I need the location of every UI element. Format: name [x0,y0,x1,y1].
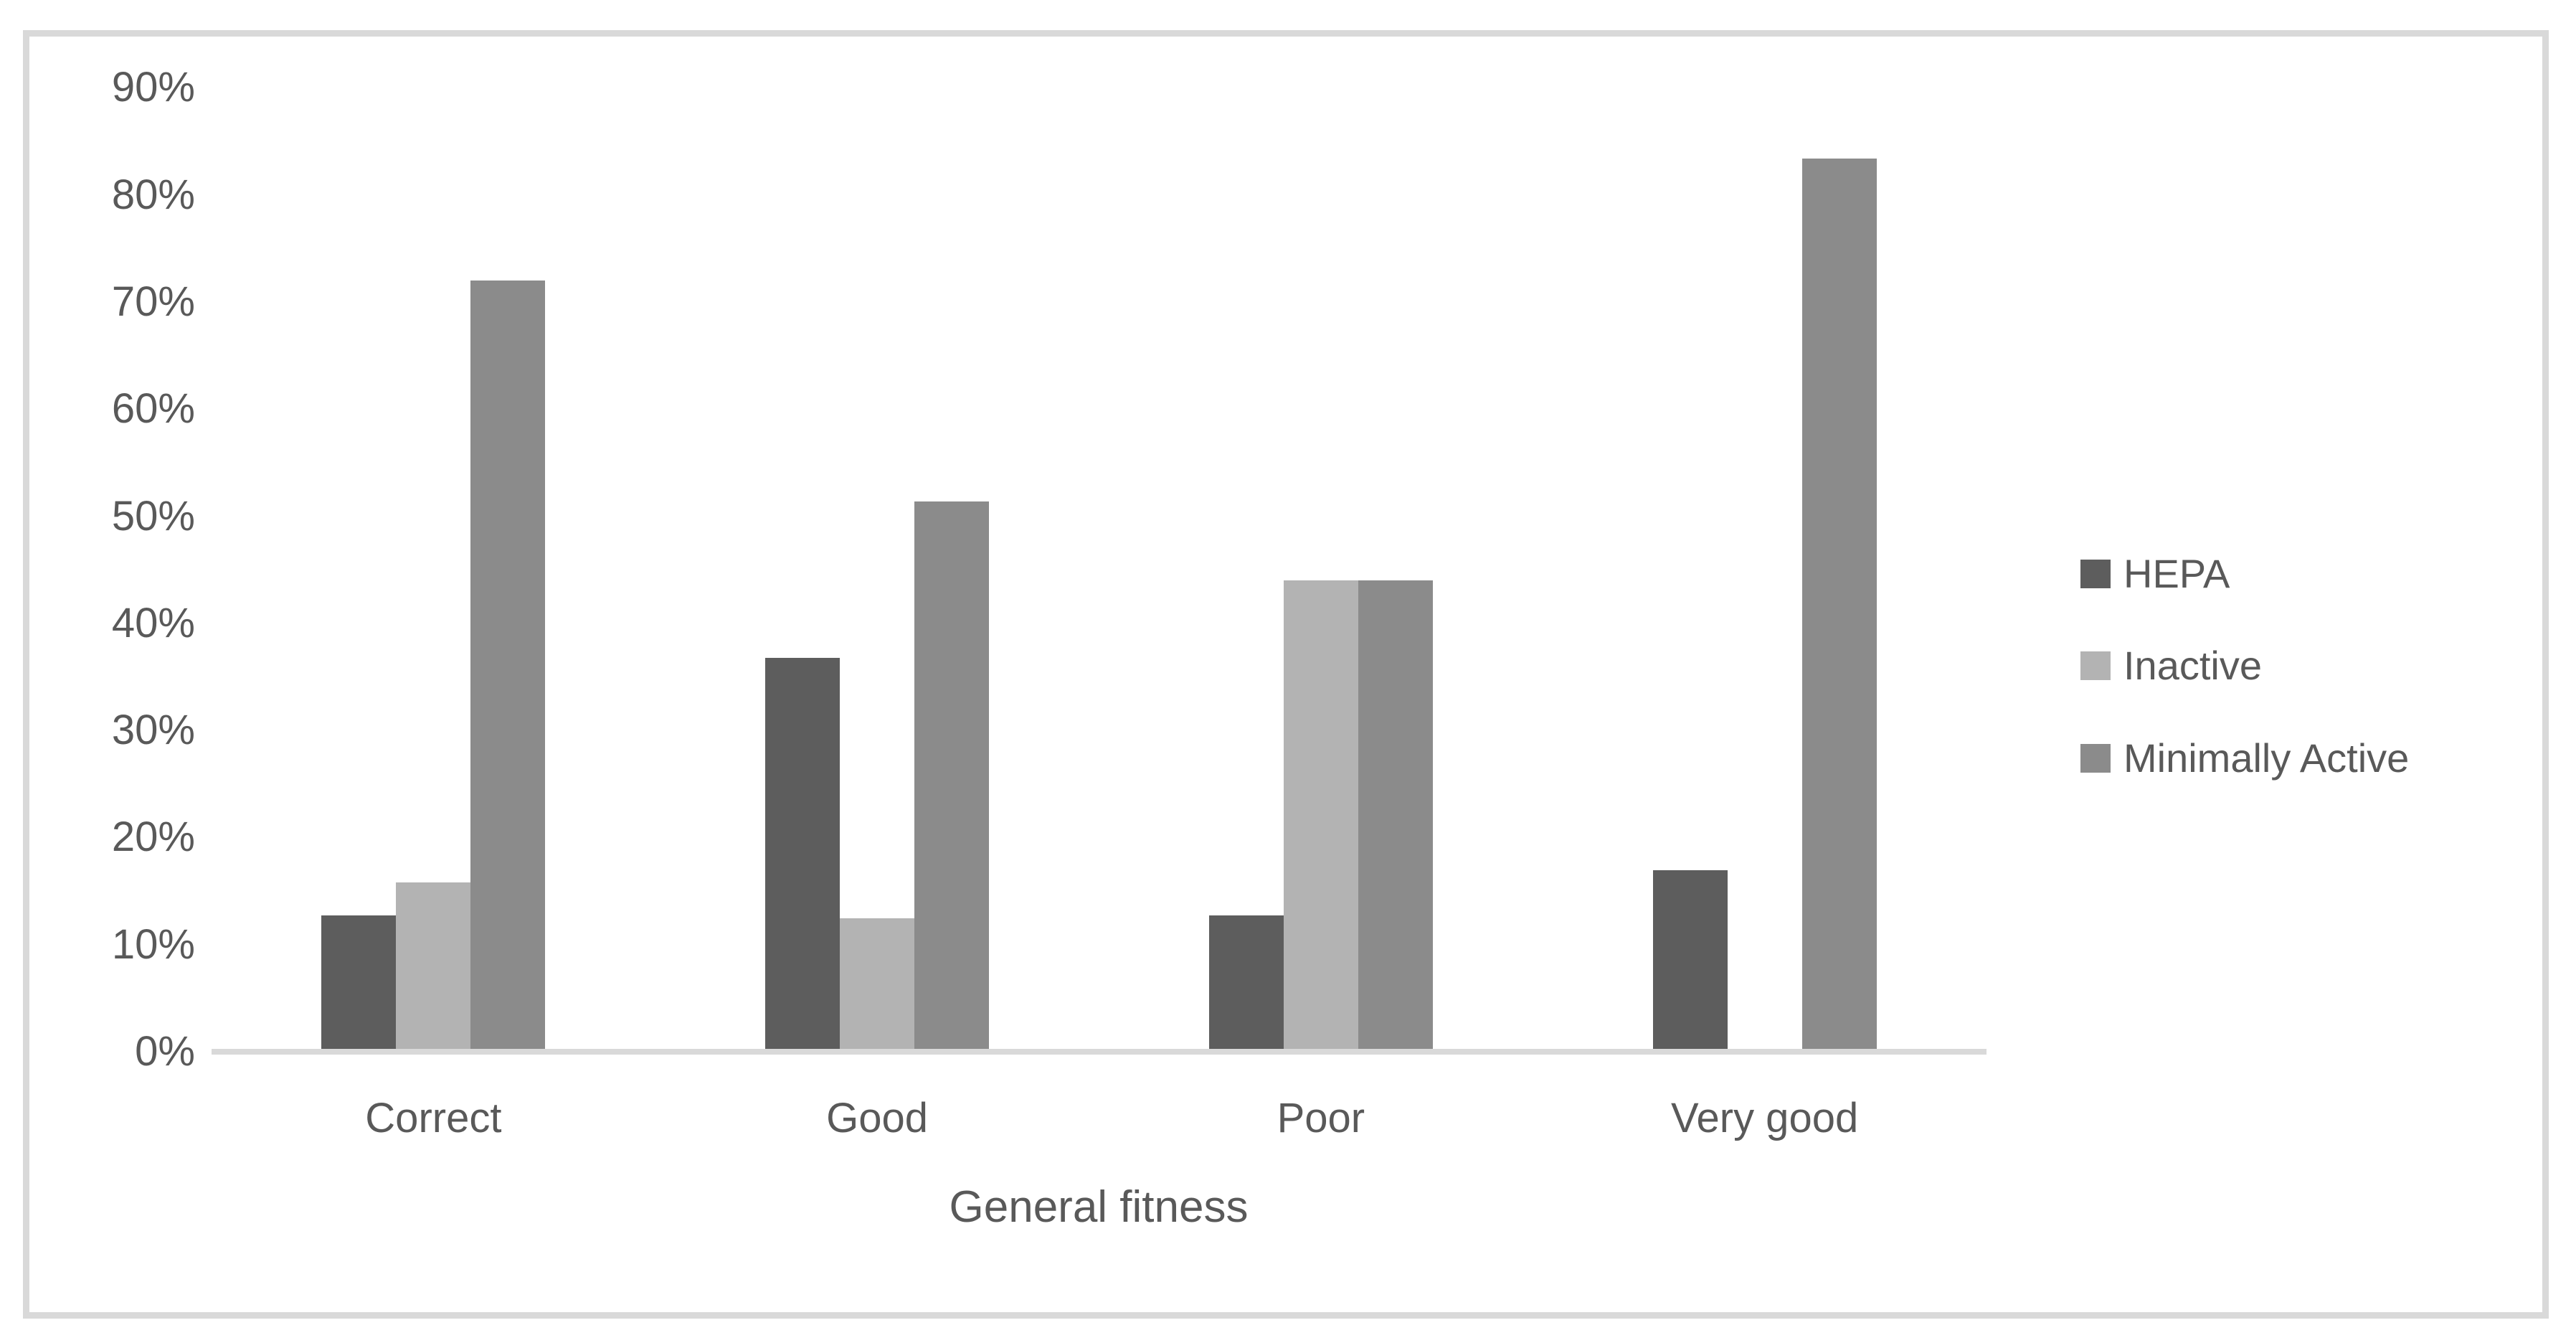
x-category-label-correct: Correct [365,1095,502,1141]
legend-swatch-inactive [2080,651,2111,680]
y-tick-label: 60% [111,385,195,433]
x-category-label-good: Good [826,1095,929,1141]
bar-minimally-active-correct [470,281,546,1049]
x-category-label-very-good: Very good [1671,1095,1859,1141]
legend-item-minimally-active: Minimally Active [2080,737,2409,780]
bar-group-very-good [1652,87,1877,1049]
bar-minimally-active-poor [1358,580,1433,1049]
y-tick-label: 0% [135,1028,195,1075]
y-tick-label: 80% [111,171,195,218]
bar-group-good [765,87,990,1049]
y-tick-label: 20% [111,814,195,861]
x-category-label-poor: Poor [1277,1095,1365,1141]
bar-hepa-good [765,658,840,1049]
bar-hepa-poor [1208,915,1284,1049]
legend-item-inactive: Inactive [2080,644,2262,687]
bar-minimally-active-good [914,501,990,1049]
x-axis-line [212,1049,1987,1055]
y-tick-label: 70% [111,278,195,325]
y-tick-label: 90% [111,64,195,111]
bar-inactive-poor [1283,580,1358,1049]
legend-swatch-minimally-active [2080,744,2111,773]
legend-label: HEPA [2123,551,2230,596]
bar-group-poor [1208,87,1433,1049]
bar-minimally-active-very-good [1801,159,1877,1049]
legend-item-hepa: HEPA [2080,552,2230,595]
legend-label: Minimally Active [2123,735,2410,781]
x-axis-title: General fitness [949,1182,1249,1232]
y-tick-label: 10% [111,920,195,968]
legend-label: Inactive [2123,643,2262,688]
y-tick-label: 30% [111,707,195,754]
legend-swatch-hepa [2080,560,2111,588]
bar-inactive-correct [396,882,471,1049]
bar-group-correct [321,87,546,1049]
y-tick-label: 40% [111,599,195,646]
bar-hepa-very-good [1652,870,1728,1049]
y-tick-label: 50% [111,492,195,539]
bar-hepa-correct [321,915,397,1049]
bar-inactive-good [840,918,915,1049]
